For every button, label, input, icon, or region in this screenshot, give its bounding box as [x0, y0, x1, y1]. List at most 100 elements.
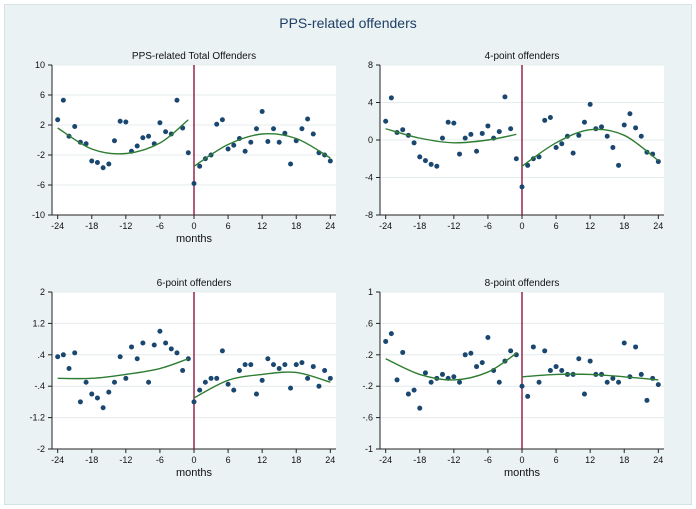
data-point	[462, 352, 468, 358]
data-point	[553, 145, 559, 150]
data-point	[559, 368, 565, 373]
x-tick-label: -18	[85, 221, 98, 231]
panel-4: 8-point offenders 1 .6 .2 -.2 -.6 -1 -24 -18 -12 -…	[362, 278, 664, 479]
data-point	[259, 109, 265, 114]
data-point	[559, 141, 565, 147]
data-point	[72, 350, 78, 356]
data-point	[134, 143, 140, 149]
x-axis-title: months	[176, 233, 213, 245]
data-point	[411, 140, 417, 146]
data-point	[214, 375, 220, 381]
y-tick-label: .4	[37, 350, 45, 360]
data-point	[496, 379, 502, 385]
data-point	[271, 362, 277, 368]
data-point	[259, 377, 265, 383]
x-tick-label: -18	[413, 455, 426, 465]
fit-line-post	[521, 373, 659, 381]
data-point	[225, 146, 231, 152]
data-point	[208, 375, 214, 381]
x-tick-label: 0	[191, 455, 196, 465]
data-point	[445, 119, 451, 125]
data-point	[66, 366, 72, 372]
data-point	[89, 158, 95, 164]
data-point	[536, 154, 542, 160]
x-tick-label: -6	[484, 221, 492, 231]
data-point	[271, 126, 277, 132]
data-point	[638, 371, 644, 377]
data-point	[163, 129, 169, 135]
data-point	[157, 120, 163, 126]
data-point	[134, 356, 140, 362]
fit-line-post	[193, 371, 331, 399]
y-tick-label: -4	[365, 173, 373, 183]
data-point	[123, 375, 129, 381]
data-point	[638, 133, 644, 139]
data-point	[94, 395, 100, 401]
x-tick-label: 18	[291, 221, 301, 231]
x-tick-label: -24	[51, 221, 64, 231]
x-tick-label: 6	[226, 221, 231, 231]
data-point	[576, 356, 582, 362]
data-point	[219, 117, 225, 123]
y-tick-label: .2	[365, 350, 373, 360]
data-point	[83, 379, 89, 385]
data-point	[604, 133, 610, 139]
data-point	[89, 391, 95, 397]
y-tick-label: -2	[37, 444, 45, 454]
data-point	[422, 158, 428, 164]
x-tick-label: -12	[119, 221, 132, 231]
y-tick-label: -6	[37, 180, 45, 190]
data-point	[111, 138, 117, 144]
x-tick-label: 6	[554, 221, 559, 231]
x-tick-label: -24	[379, 455, 392, 465]
data-point	[633, 344, 639, 350]
data-point	[655, 382, 661, 388]
data-point	[530, 344, 536, 350]
fit-line-pre	[385, 128, 517, 144]
x-tick-label: 12	[585, 221, 595, 231]
data-point	[468, 350, 474, 356]
data-point	[411, 387, 417, 393]
data-point	[570, 150, 576, 156]
data-point	[140, 135, 146, 141]
data-point	[388, 95, 394, 101]
x-tick-label: 18	[619, 455, 629, 465]
data-point	[388, 331, 394, 337]
data-point	[479, 360, 485, 366]
data-point	[327, 158, 333, 164]
data-point	[633, 125, 639, 131]
data-point	[225, 381, 231, 387]
data-point	[576, 132, 582, 138]
data-point	[305, 116, 311, 122]
x-tick-label: -24	[379, 221, 392, 231]
data-point	[146, 133, 152, 139]
data-point	[174, 350, 180, 356]
data-point	[140, 340, 146, 346]
data-point	[219, 348, 225, 354]
x-tick-label: 24	[653, 455, 663, 465]
data-point	[599, 124, 605, 130]
y-tick-label: 6	[40, 90, 45, 100]
data-point	[72, 124, 78, 129]
data-point	[513, 156, 519, 162]
data-point	[553, 364, 559, 370]
data-point	[276, 366, 282, 372]
x-tick-label: 0	[191, 221, 196, 231]
data-point	[581, 391, 587, 397]
data-point	[587, 101, 593, 107]
y-tick-label: -2	[37, 150, 45, 160]
data-point	[163, 340, 169, 346]
data-point	[60, 97, 66, 103]
data-point	[508, 348, 514, 354]
data-point	[316, 383, 322, 389]
data-point	[146, 379, 152, 385]
data-point	[265, 356, 271, 362]
data-point	[168, 346, 174, 352]
data-point	[310, 131, 316, 137]
data-point	[422, 370, 428, 376]
x-tick-label: -18	[413, 221, 426, 231]
figure-title: PPS-related offenders	[279, 15, 417, 31]
data-point	[214, 121, 220, 127]
data-point	[253, 126, 259, 132]
